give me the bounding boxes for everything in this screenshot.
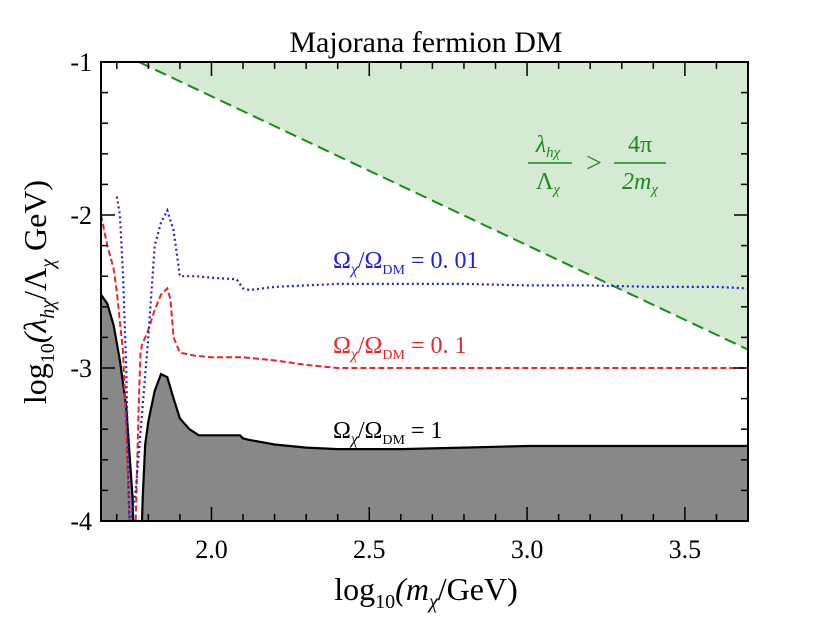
y-axis-label: log10(λhχ/Λχ GeV) <box>17 180 59 404</box>
svg-text:>: > <box>586 148 602 179</box>
axis-ticks <box>101 61 749 522</box>
y-tick-label: -1 <box>70 48 92 77</box>
x-axis-label: log10(mχ/GeV) <box>334 571 517 613</box>
x-tick-label: 2.5 <box>353 535 386 564</box>
x-tick-label: 2.0 <box>195 535 228 564</box>
svg-text:λhχ: λhχ <box>535 132 561 161</box>
relic-excluded-region <box>101 294 748 521</box>
series-perturbativity-line <box>138 62 748 351</box>
y-tick-label: -3 <box>70 354 92 383</box>
svg-text:2mχ: 2mχ <box>622 169 658 198</box>
plot-frame <box>100 61 749 522</box>
perturbativity-annotation: λhχ Λχ > 4π 2mχ <box>528 132 666 198</box>
x-tick-label: 3.0 <box>511 535 544 564</box>
chart-title: Majorana fermion DM <box>289 26 562 59</box>
series-label-omega-0.1: Ωχ/ΩDM = 0. 1 <box>333 333 467 363</box>
svg-text:4π: 4π <box>628 132 652 158</box>
y-tick-label: -2 <box>70 201 92 230</box>
y-tick-label: -4 <box>70 507 92 536</box>
svg-text:Λχ: Λχ <box>536 169 560 198</box>
series-omega-1-line <box>101 293 748 521</box>
series-label-omega-0.01: Ωχ/ΩDM = 0. 01 <box>333 248 479 278</box>
series-label-omega-1: Ωχ/ΩDM = 1 <box>333 418 443 448</box>
series-omega-0.1-line <box>101 214 748 521</box>
x-tick-label: 3.5 <box>669 535 702 564</box>
